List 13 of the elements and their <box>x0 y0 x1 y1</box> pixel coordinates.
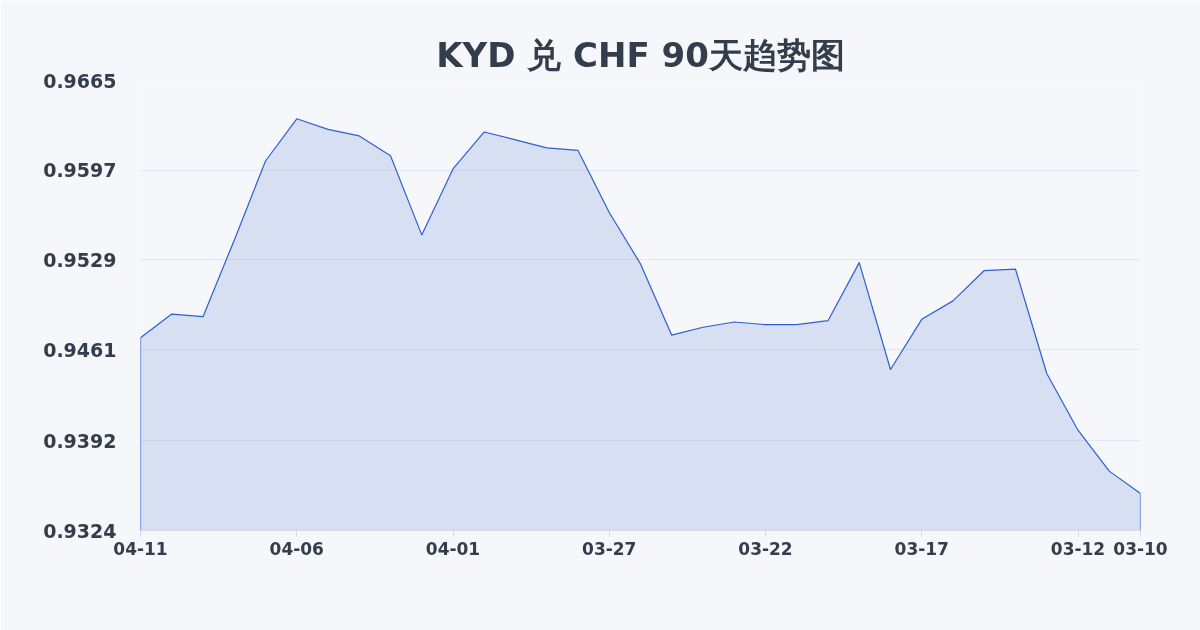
y-tick-label: 0.9461 <box>43 338 117 361</box>
x-tick-label: 03-22 <box>738 538 793 559</box>
x-tick-label: 03-10 <box>1113 538 1168 559</box>
y-tick-label: 0.9665 <box>43 69 117 92</box>
y-tick-label: 0.9597 <box>43 159 117 182</box>
x-tick-label: 04-06 <box>269 538 324 559</box>
y-tick-label: 0.9529 <box>43 248 117 271</box>
x-tick-label: 03-27 <box>582 538 637 559</box>
x-tick-label: 03-12 <box>1050 538 1106 559</box>
y-tick-label: 0.9392 <box>43 429 117 452</box>
chart-title: KYD 兑 CHF 90天趋势图 <box>436 34 845 75</box>
x-tick-label: 04-01 <box>425 538 481 559</box>
x-tick-label: 03-17 <box>894 538 949 559</box>
